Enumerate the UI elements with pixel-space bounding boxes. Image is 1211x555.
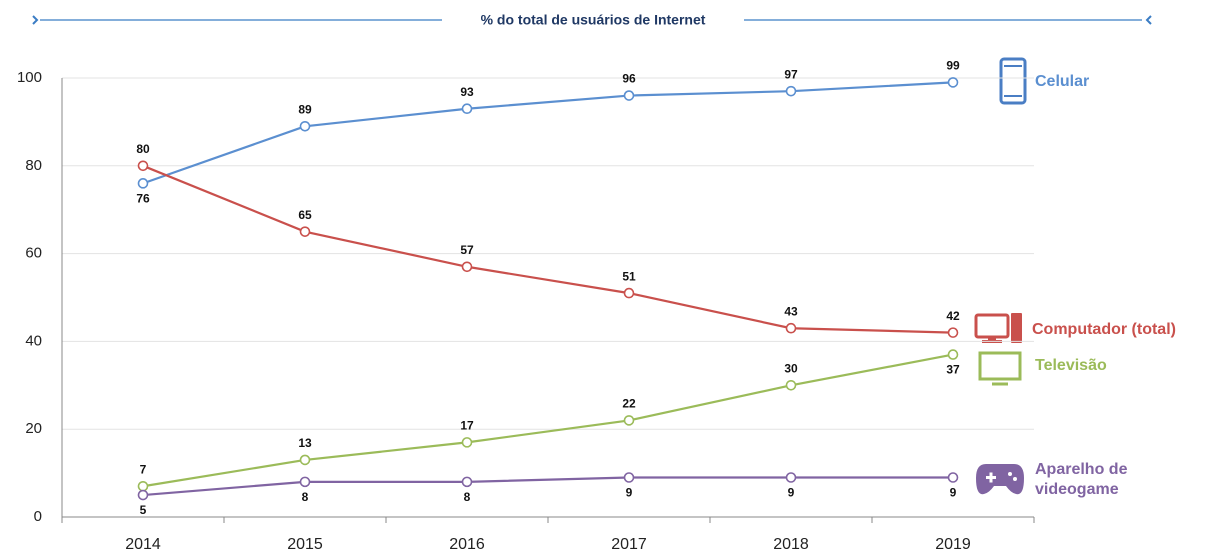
x-tick-label: 2017	[611, 536, 647, 553]
point	[785, 322, 797, 334]
data-label: 9	[950, 486, 957, 500]
point	[785, 379, 797, 391]
icon-tv	[978, 351, 1022, 386]
series-line	[142, 164, 954, 334]
legend-label: Televisão	[1035, 357, 1107, 374]
data-label: 65	[298, 208, 312, 222]
series-line	[142, 81, 954, 185]
point	[461, 261, 473, 273]
point	[137, 480, 149, 492]
point	[461, 103, 473, 115]
legend-label: Computador (total)	[1032, 321, 1176, 338]
point	[623, 415, 635, 426]
y-tick-label: 100	[17, 69, 42, 86]
data-label: 96	[622, 72, 636, 86]
point	[947, 349, 959, 360]
x-tick-label: 2016	[449, 536, 485, 553]
data-label: 43	[784, 304, 798, 318]
y-tick-label: 20	[25, 420, 42, 437]
y-tick-label: 80	[25, 157, 42, 174]
x-tick-label: 2019	[935, 536, 971, 553]
data-label: 13	[298, 436, 312, 450]
data-label: 30	[784, 361, 798, 375]
chevron	[32, 15, 39, 25]
point	[461, 437, 473, 448]
data-label: 89	[298, 102, 312, 116]
icon-gamepad	[976, 464, 1024, 495]
data-label: 57	[460, 243, 474, 257]
data-label: 8	[464, 490, 471, 504]
x-tick-label: 2018	[773, 536, 809, 553]
data-label: 93	[460, 85, 474, 99]
point	[623, 287, 635, 299]
point	[137, 178, 149, 189]
data-label: 80	[136, 142, 150, 156]
point	[947, 77, 959, 88]
y-tick-label: 40	[25, 332, 42, 349]
point	[137, 489, 149, 501]
x-tick-label: 2014	[125, 536, 161, 553]
x-tick-label: 2015	[287, 536, 323, 553]
data-label: 22	[622, 397, 636, 411]
y-tick-label: 0	[34, 508, 42, 525]
data-label: 37	[946, 363, 960, 377]
y-tick-label: 60	[25, 245, 42, 262]
legend-label: Celular	[1035, 73, 1090, 90]
point	[299, 120, 311, 132]
data-label: 7	[140, 462, 147, 476]
point	[623, 90, 635, 101]
data-label: 9	[788, 486, 795, 500]
point	[299, 454, 311, 466]
series-line	[142, 353, 954, 488]
point	[137, 160, 149, 172]
point	[299, 226, 311, 237]
data-label: 9	[626, 486, 633, 500]
icon-phone	[999, 57, 1027, 105]
data-label: 8	[302, 490, 309, 504]
data-label: 76	[136, 192, 150, 206]
data-label: 42	[946, 309, 960, 323]
data-label: 17	[460, 419, 474, 433]
point	[785, 472, 797, 483]
point	[623, 472, 635, 483]
data-label: 97	[784, 67, 798, 81]
legend-label: Aparelho de videogame	[1035, 461, 1128, 498]
series-line	[142, 476, 953, 497]
chevron	[1145, 15, 1152, 25]
chart-title: % do total de usuários de Internet	[481, 12, 706, 28]
point	[947, 327, 959, 338]
icon-computer	[974, 313, 1022, 343]
data-label: 51	[622, 269, 636, 283]
point	[947, 472, 959, 483]
point	[785, 85, 797, 97]
point	[461, 476, 473, 488]
data-label: 5	[140, 503, 147, 517]
data-label: 99	[946, 59, 960, 73]
point	[299, 476, 311, 488]
